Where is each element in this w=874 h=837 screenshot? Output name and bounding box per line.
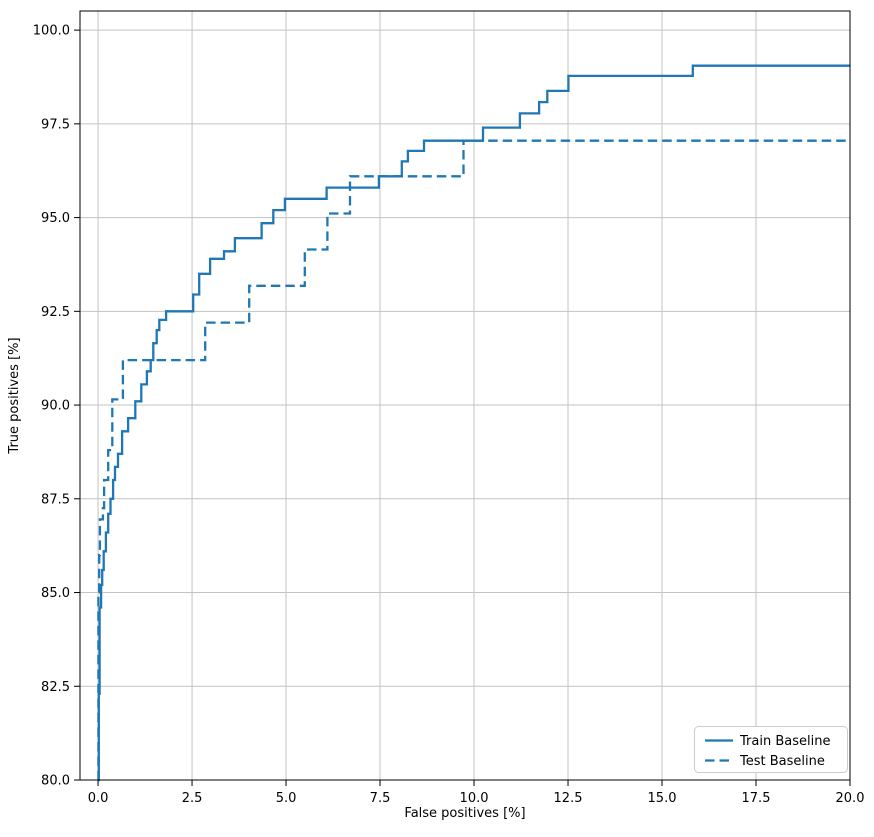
legend: Train Baseline Test Baseline [694,726,848,773]
x-tick-label: 17.5 [742,791,771,806]
legend-frame [694,726,848,773]
y-tick-label: 80.0 [41,774,70,789]
x-tick-label: 12.5 [554,791,583,806]
x-tick-label: 15.0 [648,791,677,806]
x-tick-label: 10.0 [460,791,489,806]
y-tick-label: 95.0 [41,211,70,226]
legend-label: Test Baseline [739,754,825,769]
x-axis-label: False positives [%] [404,806,525,821]
legend-label: Train Baseline [739,734,830,749]
x-tick-label: 5.0 [276,791,297,806]
plot-border [79,10,851,781]
series-line-test-baseline [97,139,850,782]
y-tick-label: 85.0 [41,586,70,601]
x-tick-label: 20.0 [836,791,865,806]
y-tick-label: 82.5 [41,680,70,695]
y-axis-label: True positives [%] [7,337,22,454]
y-tick-label: 90.0 [41,399,70,414]
x-tick-label: 2.5 [182,791,203,806]
y-tick-label: 100.0 [33,24,70,39]
y-tick-label: 87.5 [41,492,70,507]
y-tick-label: 97.5 [41,117,70,132]
x-tick-label: 0.0 [88,791,109,806]
x-tick-label: 7.5 [370,791,391,806]
y-tick-label: 92.5 [41,305,70,320]
series-line-train-baseline [97,64,850,782]
